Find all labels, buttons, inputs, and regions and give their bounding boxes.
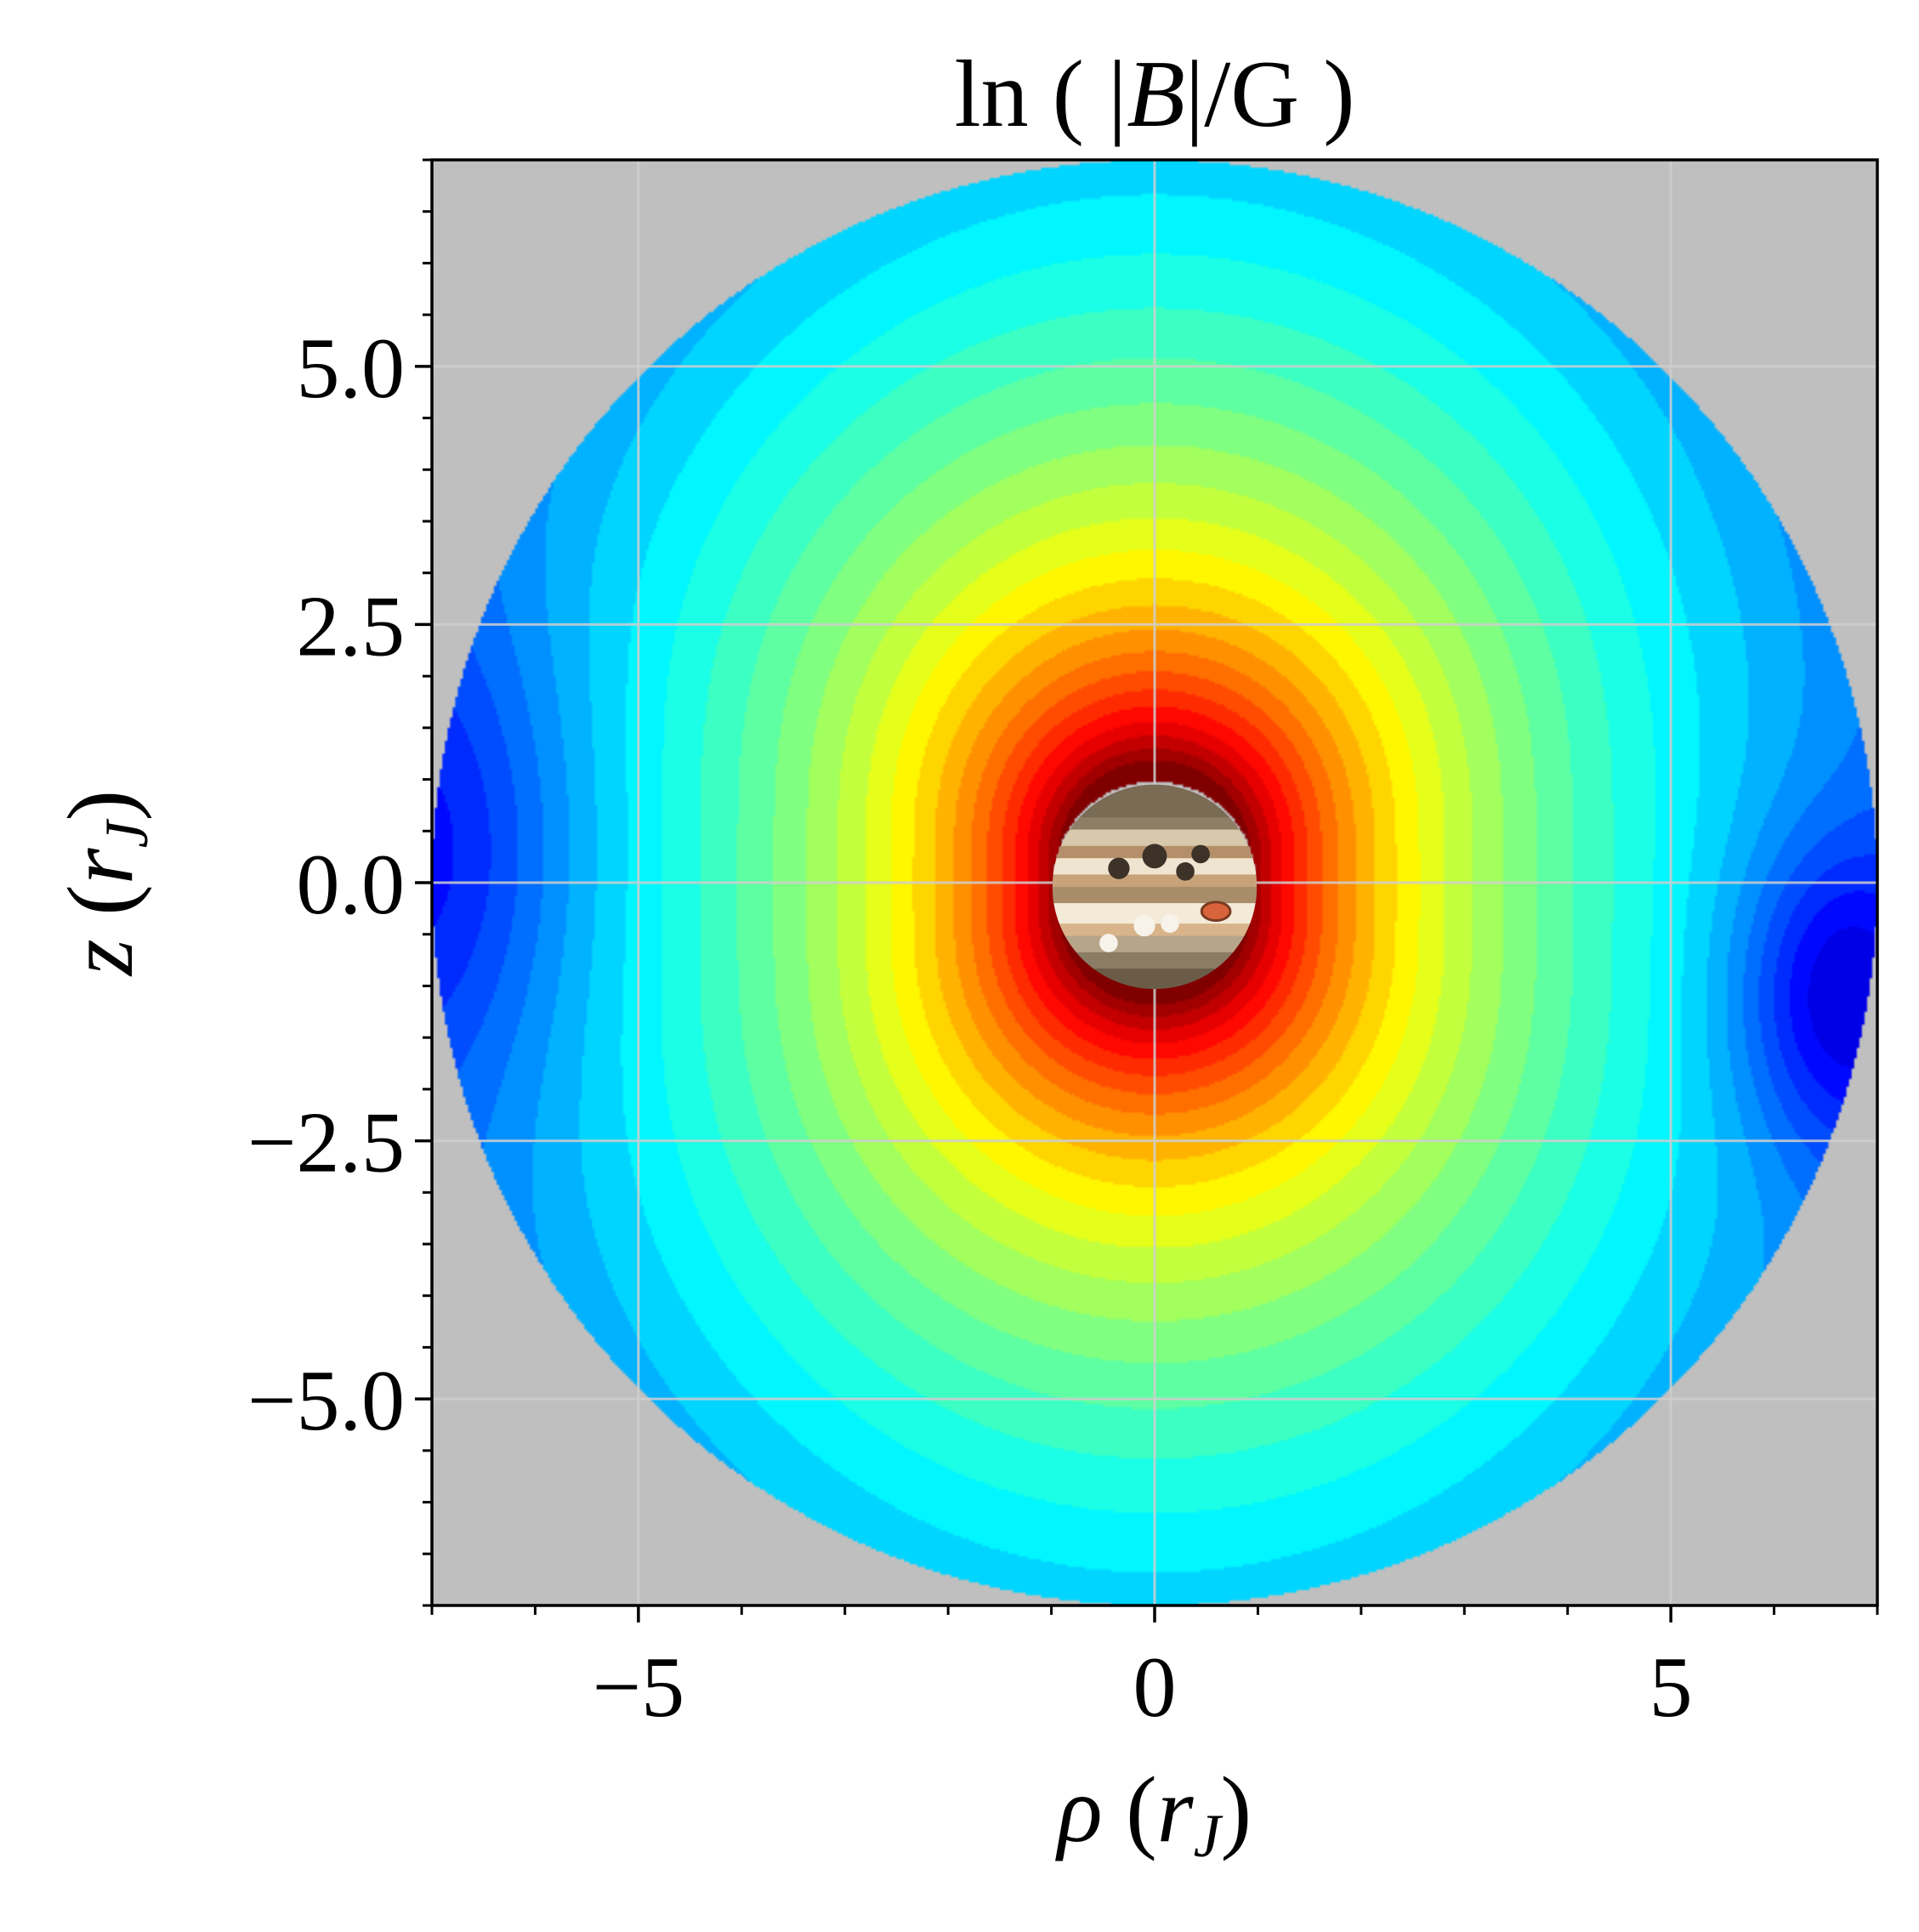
title-var: B [1127,42,1184,147]
planet-band-8 [1052,923,1258,937]
x-tick-label-1: 0 [1133,1639,1177,1736]
x-axis-symbol: ρ [1055,1758,1103,1861]
planet-band-9 [1052,935,1258,953]
x-tick-labels: −5 0 5 [593,1639,1693,1736]
y-tick-label-4: −5.0 [247,1353,405,1449]
x-axis-label: ρ (rJ) [1055,1758,1252,1870]
x-tick-label-0: −5 [593,1639,685,1736]
planet-band-2 [1052,829,1258,847]
planet-spot-6 [1099,934,1118,952]
x-tick-label-2: 5 [1649,1639,1693,1736]
y-tick-label-2: 0.0 [297,837,406,933]
x-axis-close: ) [1221,1758,1252,1861]
title-prefix: ln ( | [955,42,1127,147]
y-axis-open: ( [48,884,152,939]
planet-band-6 [1052,886,1258,905]
y-tick-label-0: 5.0 [297,321,406,417]
planet-band-10 [1052,952,1258,970]
grid [432,160,1877,1605]
y-axis-label: z (rJ) [48,790,161,977]
planet-spot-2 [1108,857,1130,879]
planet-spot-0 [1176,862,1195,881]
y-axis-symbol: z [48,939,152,977]
y-axis-close: ) [48,790,152,821]
jupiter-planet [1052,784,1258,990]
chart-title: ln ( |B|/G ) [955,42,1355,147]
y-tick-labels: 5.0 2.5 0.0 −2.5 −5.0 [247,321,405,1449]
ticks [415,158,1879,1622]
great-red-spot [1200,901,1232,923]
y-axis-sub: J [93,818,161,848]
planet-spot-1 [1142,844,1167,869]
title-suffix: |/G ) [1185,42,1355,147]
x-axis-var: r [1157,1758,1195,1861]
planet-spot-3 [1191,844,1210,864]
planet-spot-4 [1133,914,1155,937]
y-tick-label-3: −2.5 [247,1095,405,1191]
y-axis-var: r [48,847,152,884]
x-axis-open: ( [1103,1758,1157,1861]
planet-band-5 [1052,874,1258,888]
y-tick-label-1: 2.5 [297,578,406,674]
x-axis-sub: J [1194,1802,1224,1870]
planet-spot-5 [1161,914,1179,933]
planet-band-1 [1052,817,1258,831]
